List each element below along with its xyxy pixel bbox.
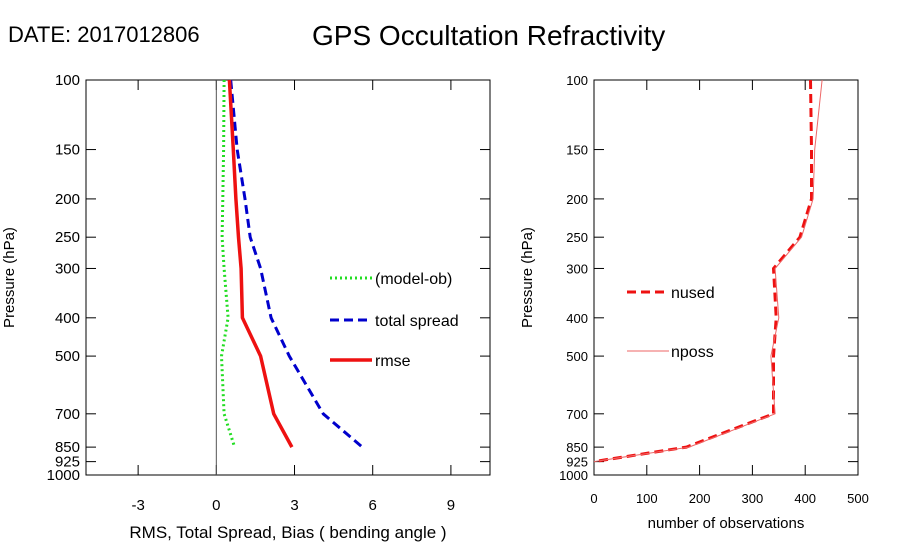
legend-label: nused [671, 285, 715, 302]
series-line-modelob [220, 79, 237, 448]
x-tick-label: 0 [212, 497, 220, 514]
y-tick-label: 100 [566, 73, 588, 88]
y-tick-label: 500 [55, 348, 80, 365]
x-tick-label: 200 [689, 491, 711, 506]
y-tick-label: 925 [566, 455, 588, 470]
legend-label: total spread [375, 313, 459, 330]
legend-label: (model-ob) [375, 271, 452, 288]
series-line-totalspread [229, 79, 364, 449]
y-tick-label: 700 [566, 407, 588, 422]
y-tick-label: 150 [566, 143, 588, 158]
y-tick-label: 300 [55, 260, 80, 277]
legend-label: nposs [671, 344, 714, 361]
x-tick-label: 0 [590, 491, 597, 506]
y-axis-title: Pressure (hPa) [519, 227, 536, 328]
y-tick-label: 850 [55, 439, 80, 456]
plot-frame [85, 79, 491, 476]
y-tick-label: 250 [566, 230, 588, 245]
y-tick-label: 1000 [559, 468, 588, 483]
plot-frame [593, 79, 859, 476]
y-axis-title: Pressure (hPa) [1, 227, 18, 328]
y-tick-label: 1000 [47, 467, 80, 484]
x-tick-label: 400 [794, 491, 816, 506]
x-axis-title: number of observations [648, 515, 805, 532]
y-tick-label: 500 [566, 349, 588, 364]
y-tick-label: 150 [55, 142, 80, 159]
x-tick-label: 9 [447, 497, 455, 514]
legend-label: rmse [375, 353, 411, 370]
y-tick-label: 400 [566, 311, 588, 326]
x-tick-label: 100 [636, 491, 658, 506]
y-tick-label: 700 [55, 406, 80, 423]
x-tick-label: 500 [847, 491, 869, 506]
date-label: DATE: 2017012806 [8, 22, 200, 47]
series-line-nused [593, 79, 813, 464]
y-tick-label: 200 [55, 191, 80, 208]
y-tick-label: 200 [566, 192, 588, 207]
y-tick-label: 250 [55, 229, 80, 246]
y-tick-label: 100 [55, 72, 80, 89]
series-line-nposs [593, 79, 823, 463]
x-tick-label: 6 [369, 497, 377, 514]
y-tick-label: 850 [566, 440, 588, 455]
y-tick-label: 925 [55, 454, 80, 471]
x-axis-title: RMS, Total Spread, Bias ( bending angle … [129, 523, 446, 542]
y-tick-label: 400 [55, 310, 80, 327]
series-line-rmse [227, 79, 294, 448]
x-tick-label: 300 [742, 491, 764, 506]
x-tick-label: 3 [290, 497, 298, 514]
y-tick-label: 300 [566, 261, 588, 276]
x-tick-label: -3 [131, 497, 144, 514]
chart-title: GPS Occultation Refractivity [312, 20, 666, 51]
